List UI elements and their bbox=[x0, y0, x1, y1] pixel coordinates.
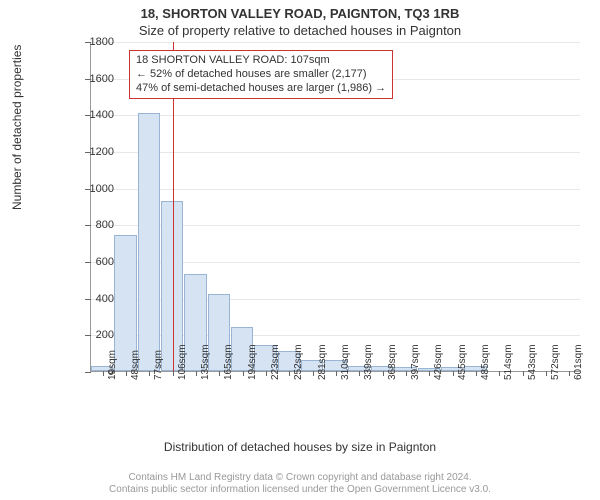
x-tick bbox=[103, 371, 104, 376]
annotation-box: 18 SHORTON VALLEY ROAD: 107sqm ← 52% of … bbox=[129, 50, 393, 99]
y-tick-label: 1600 bbox=[74, 73, 114, 85]
x-tick-label: 572sqm bbox=[550, 344, 561, 380]
gridline bbox=[91, 115, 580, 116]
gridline bbox=[91, 42, 580, 43]
x-tick bbox=[149, 371, 150, 376]
x-tick bbox=[569, 371, 570, 376]
x-tick bbox=[219, 371, 220, 376]
x-tick bbox=[546, 371, 547, 376]
y-tick-label: 400 bbox=[74, 293, 114, 305]
gridline bbox=[91, 189, 580, 190]
annotation-line2: ← 52% of detached houses are smaller (2,… bbox=[136, 68, 386, 82]
x-tick-label: 135sqm bbox=[200, 344, 211, 380]
x-tick bbox=[523, 371, 524, 376]
x-tick-label: 77sqm bbox=[153, 350, 164, 380]
x-tick-label: 455sqm bbox=[457, 344, 468, 380]
x-tick-label: 252sqm bbox=[293, 344, 304, 380]
x-tick-label: 339sqm bbox=[363, 344, 374, 380]
x-tick-label: 601sqm bbox=[573, 344, 584, 380]
plot-area: 02004006008001000120014001600180019sqm48… bbox=[90, 42, 580, 372]
x-tick-label: 426sqm bbox=[433, 344, 444, 380]
gridline bbox=[91, 152, 580, 153]
x-tick bbox=[336, 371, 337, 376]
x-tick-label: 310sqm bbox=[340, 344, 351, 380]
x-tick-label: 194sqm bbox=[247, 344, 258, 380]
x-tick bbox=[196, 371, 197, 376]
x-tick bbox=[453, 371, 454, 376]
y-tick-label: 1000 bbox=[74, 183, 114, 195]
chart-title-address: 18, SHORTON VALLEY ROAD, PAIGNTON, TQ3 1… bbox=[0, 0, 600, 21]
x-tick bbox=[499, 371, 500, 376]
footer-line1: Contains HM Land Registry data © Crown c… bbox=[0, 472, 600, 484]
y-tick-label: 1800 bbox=[74, 36, 114, 48]
x-tick bbox=[289, 371, 290, 376]
x-tick-label: 165sqm bbox=[223, 344, 234, 380]
y-tick-label: 600 bbox=[74, 256, 114, 268]
x-tick bbox=[126, 371, 127, 376]
footer-line2: Contains public sector information licen… bbox=[0, 484, 600, 496]
x-tick bbox=[266, 371, 267, 376]
x-tick bbox=[429, 371, 430, 376]
y-tick-label: 800 bbox=[74, 219, 114, 231]
x-tick-label: 368sqm bbox=[387, 344, 398, 380]
histogram-bar bbox=[138, 113, 160, 372]
y-tick-label: 1200 bbox=[74, 146, 114, 158]
x-tick bbox=[383, 371, 384, 376]
x-tick bbox=[173, 371, 174, 376]
x-tick bbox=[243, 371, 244, 376]
y-tick-label: 200 bbox=[74, 329, 114, 341]
x-tick-label: 485sqm bbox=[480, 344, 491, 380]
x-tick-label: 514sqm bbox=[503, 344, 514, 380]
x-tick-label: 48sqm bbox=[130, 350, 141, 380]
x-tick bbox=[313, 371, 314, 376]
annotation-line1: 18 SHORTON VALLEY ROAD: 107sqm bbox=[136, 54, 386, 68]
x-tick-label: 19sqm bbox=[107, 350, 118, 380]
y-axis-label: Number of detached properties bbox=[10, 45, 24, 210]
x-axis-label: Distribution of detached houses by size … bbox=[0, 440, 600, 454]
footer-attribution: Contains HM Land Registry data © Crown c… bbox=[0, 472, 600, 496]
x-tick bbox=[406, 371, 407, 376]
y-tick-label: 1400 bbox=[74, 109, 114, 121]
x-tick bbox=[359, 371, 360, 376]
x-tick-label: 397sqm bbox=[410, 344, 421, 380]
x-tick-label: 281sqm bbox=[317, 344, 328, 380]
x-tick-label: 543sqm bbox=[527, 344, 538, 380]
x-tick-label: 223sqm bbox=[270, 344, 281, 380]
chart-area: 02004006008001000120014001600180019sqm48… bbox=[60, 42, 580, 412]
x-tick bbox=[476, 371, 477, 376]
x-tick-label: 106sqm bbox=[177, 344, 188, 380]
annotation-line3: 47% of semi-detached houses are larger (… bbox=[136, 82, 386, 96]
